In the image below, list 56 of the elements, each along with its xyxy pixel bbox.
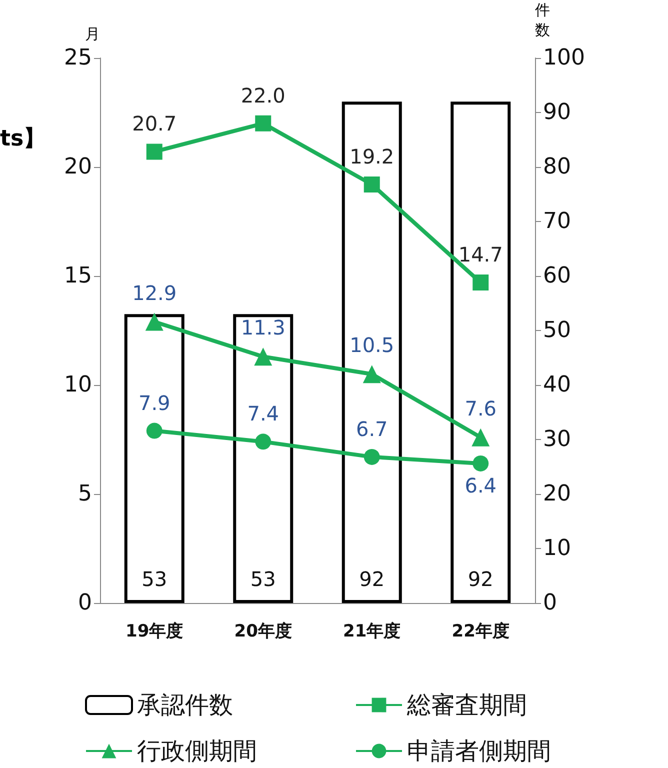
data-label: 6.7 xyxy=(356,416,388,441)
y2-tick-label: 30 xyxy=(543,427,571,452)
legend-label: 行政側期間 xyxy=(137,737,257,765)
x-tick-label: 21年度 xyxy=(343,622,401,642)
y2-tick-label: 100 xyxy=(543,46,585,70)
y2-tick-label: 40 xyxy=(543,372,571,398)
y-tick-label: 15 xyxy=(64,264,92,288)
y2-tick-label: 50 xyxy=(543,318,571,343)
data-label: 20.7 xyxy=(132,112,177,136)
y2-tick-label: 10 xyxy=(543,536,571,561)
data-label: 7.4 xyxy=(247,402,280,426)
data-label: 11.3 xyxy=(240,316,286,340)
y2-axis-title: 件数 xyxy=(535,1,550,39)
data-label: 53 xyxy=(250,567,276,591)
x-tick-label: 19年度 xyxy=(126,622,184,642)
legend-label: 総審査期間 xyxy=(406,691,527,719)
point xyxy=(146,144,162,160)
point xyxy=(472,274,489,291)
legend-label: 申請者側期間 xyxy=(407,737,551,765)
y2-tick-label: 60 xyxy=(543,264,571,288)
y-tick-label: 25 xyxy=(64,46,92,70)
y2-tick-label: 20 xyxy=(543,482,571,506)
y2-tick-label: 90 xyxy=(543,100,571,125)
y-tick-label: 5 xyxy=(78,482,92,506)
y2-tick-label: 70 xyxy=(543,209,571,234)
data-label: 53 xyxy=(142,567,168,591)
data-label: 7.9 xyxy=(138,390,170,415)
legend-label: 承認件数 xyxy=(137,691,233,719)
point xyxy=(146,422,162,439)
point xyxy=(364,448,380,465)
point xyxy=(472,428,490,446)
point xyxy=(255,115,272,132)
data-label: 19.2 xyxy=(350,144,394,168)
y-axis-title: 月 xyxy=(85,25,100,43)
x-tick-label: 20年度 xyxy=(234,622,292,642)
y-tick-label: 0 xyxy=(78,590,92,616)
data-label: 22.0 xyxy=(240,83,286,108)
point xyxy=(362,365,381,384)
y-tick-label: 20 xyxy=(64,154,92,180)
y2-tick-label: 80 xyxy=(543,154,571,180)
data-label: 10.5 xyxy=(350,333,394,358)
data-label: 6.4 xyxy=(464,473,497,498)
point xyxy=(145,312,164,331)
y2-tick-label: 0 xyxy=(543,590,557,616)
point xyxy=(472,455,489,472)
data-label: 92 xyxy=(468,567,494,591)
point xyxy=(254,348,272,366)
data-label: 7.6 xyxy=(464,396,497,420)
point xyxy=(255,434,272,450)
text: ts】 xyxy=(0,126,46,152)
point xyxy=(364,176,380,192)
data-label: 92 xyxy=(359,567,385,591)
data-label: 12.9 xyxy=(132,280,177,305)
y-tick-label: 10 xyxy=(64,372,92,398)
x-tick-label: 22年度 xyxy=(452,622,510,642)
data-label: 14.7 xyxy=(458,242,503,267)
